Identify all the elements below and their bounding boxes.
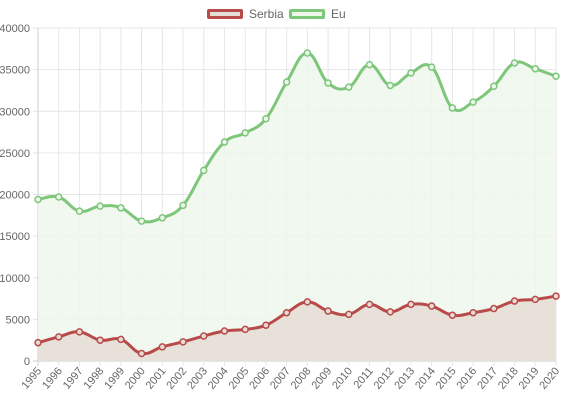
legend-swatch-serbia bbox=[207, 9, 243, 19]
x-tick-label: 1996 bbox=[40, 365, 65, 391]
data-point-eu-2001 bbox=[158, 214, 167, 222]
x-tick-label: 2008 bbox=[289, 365, 314, 391]
data-point-serbia-2009 bbox=[324, 307, 332, 315]
x-tick-label: 2010 bbox=[330, 365, 355, 391]
x-tick-label: 2004 bbox=[206, 365, 231, 391]
data-point-eu-2018 bbox=[510, 59, 519, 67]
x-tick-label: 2009 bbox=[309, 365, 334, 391]
data-point-eu-2003 bbox=[200, 166, 208, 175]
y-tick-label: 30000 bbox=[0, 106, 30, 118]
legend-swatch-eu bbox=[289, 9, 325, 19]
data-point-serbia-2004 bbox=[220, 327, 229, 335]
data-point-eu-2011 bbox=[365, 60, 374, 69]
x-tick-label: 2005 bbox=[227, 365, 252, 391]
data-point-eu-2016 bbox=[469, 98, 477, 106]
data-point-serbia-2002 bbox=[179, 338, 187, 346]
x-tick-label: 2001 bbox=[144, 365, 169, 391]
x-tick-label: 1998 bbox=[82, 365, 107, 391]
data-point-eu-2002 bbox=[179, 201, 187, 210]
data-point-serbia-2006 bbox=[262, 321, 270, 329]
y-tick-label: 35000 bbox=[0, 65, 30, 77]
data-point-eu-2015 bbox=[448, 104, 457, 112]
x-tick-label: 2013 bbox=[392, 365, 417, 391]
data-point-serbia-1996 bbox=[54, 333, 63, 341]
x-tick-label: 1997 bbox=[61, 365, 86, 391]
x-tick-label: 2014 bbox=[413, 365, 438, 391]
data-point-eu-2006 bbox=[262, 114, 270, 123]
data-point-serbia-2017 bbox=[490, 304, 498, 313]
area-fill-eu bbox=[38, 52, 556, 362]
x-tick-label: 2020 bbox=[537, 365, 561, 391]
data-point-eu-2012 bbox=[386, 81, 394, 90]
y-tick-label: 0 bbox=[24, 356, 30, 368]
data-point-eu-2010 bbox=[345, 83, 353, 91]
data-point-eu-2000 bbox=[137, 217, 146, 225]
data-point-eu-2014 bbox=[427, 63, 436, 71]
data-point-serbia-2012 bbox=[386, 308, 394, 316]
data-point-eu-1998 bbox=[96, 202, 104, 210]
y-tick-label: 10000 bbox=[0, 273, 30, 285]
data-point-serbia-2016 bbox=[469, 308, 477, 317]
data-point-serbia-2007 bbox=[282, 308, 291, 317]
x-tick-label: 2003 bbox=[185, 365, 210, 391]
x-tick-label: 1999 bbox=[102, 365, 127, 391]
data-point-eu-2013 bbox=[407, 69, 415, 77]
data-point-eu-2007 bbox=[282, 78, 291, 86]
y-tick-label: 25000 bbox=[0, 148, 30, 160]
data-point-eu-2004 bbox=[220, 138, 229, 146]
data-point-eu-1999 bbox=[117, 204, 125, 212]
data-point-serbia-2011 bbox=[365, 300, 374, 309]
x-tick-label: 2015 bbox=[434, 365, 459, 391]
data-point-serbia-2010 bbox=[345, 310, 353, 319]
data-point-eu-2020 bbox=[552, 72, 560, 81]
data-point-serbia-2019 bbox=[531, 295, 540, 304]
x-tick-label: 2006 bbox=[247, 365, 272, 391]
data-point-serbia-1998 bbox=[96, 336, 104, 344]
data-point-serbia-1995 bbox=[34, 338, 42, 347]
area-fill-serbia bbox=[38, 296, 556, 361]
legend-item-eu[interactable]: Eu bbox=[289, 5, 346, 23]
x-tick-label: 2007 bbox=[268, 365, 293, 391]
x-tick-label: 2017 bbox=[475, 365, 500, 391]
x-tick-label: 2002 bbox=[164, 365, 189, 391]
data-point-eu-1996 bbox=[54, 193, 63, 201]
data-point-serbia-2014 bbox=[427, 302, 436, 310]
legend-label-eu: Eu bbox=[331, 7, 346, 21]
x-tick-label: 2016 bbox=[454, 365, 479, 391]
x-tick-label: 1995 bbox=[19, 365, 44, 391]
x-tick-label: 2000 bbox=[123, 365, 148, 391]
chart-legend: Serbia Eu bbox=[0, 5, 561, 23]
data-point-serbia-2003 bbox=[200, 332, 208, 340]
y-tick-label: 40000 bbox=[0, 23, 30, 35]
data-point-eu-1997 bbox=[75, 207, 84, 215]
y-tick-label: 15000 bbox=[0, 231, 30, 243]
data-point-eu-1995 bbox=[34, 195, 42, 204]
data-point-serbia-1997 bbox=[75, 328, 84, 336]
data-point-serbia-2000 bbox=[137, 349, 146, 358]
data-point-eu-2009 bbox=[324, 79, 332, 87]
x-tick-label: 2012 bbox=[372, 365, 397, 391]
data-point-eu-2008 bbox=[303, 49, 312, 57]
data-point-serbia-2015 bbox=[448, 311, 457, 319]
data-point-eu-2005 bbox=[241, 129, 249, 137]
x-tick-label: 2011 bbox=[351, 365, 375, 391]
legend-item-serbia[interactable]: Serbia bbox=[207, 5, 284, 23]
data-point-eu-2019 bbox=[531, 65, 540, 73]
data-point-serbia-2005 bbox=[241, 325, 249, 334]
legend-label-serbia: Serbia bbox=[249, 7, 284, 21]
data-point-eu-2017 bbox=[490, 82, 498, 91]
y-tick-label: 20000 bbox=[0, 190, 30, 202]
data-point-serbia-1999 bbox=[117, 335, 125, 344]
data-point-serbia-2013 bbox=[407, 300, 415, 309]
x-tick-label: 2018 bbox=[496, 365, 521, 391]
data-point-serbia-2001 bbox=[158, 343, 167, 351]
data-point-serbia-2018 bbox=[510, 297, 519, 305]
data-point-serbia-2020 bbox=[552, 292, 560, 300]
x-tick-label: 2019 bbox=[517, 365, 542, 391]
y-tick-label: 5000 bbox=[6, 314, 30, 326]
data-point-serbia-2008 bbox=[303, 298, 312, 306]
